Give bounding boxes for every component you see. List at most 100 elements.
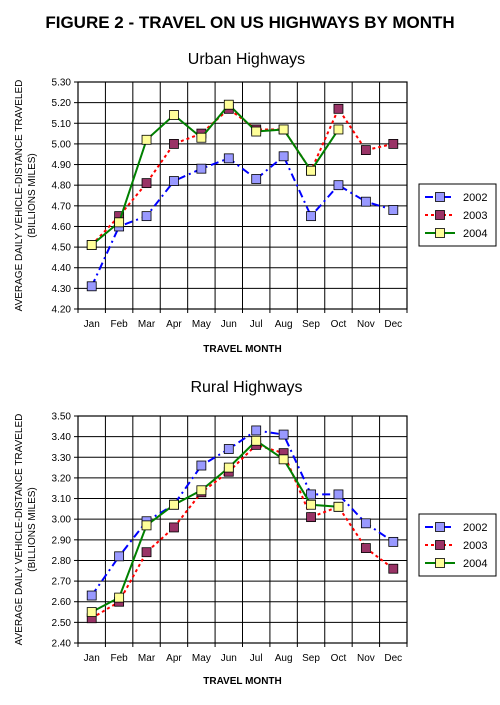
data-point-2002-sep: [306, 211, 316, 222]
data-point-2004-aug: [278, 124, 289, 135]
data-point-2004-jul: [251, 435, 262, 446]
legend-marker-2003: [435, 210, 445, 220]
y-tick-label: 4.60: [52, 222, 72, 233]
y-tick-label: 2.70: [52, 577, 72, 588]
data-point-2002-oct: [333, 489, 344, 500]
x-tick-label-sep: Sep: [302, 653, 320, 664]
x-tick-label-may: May: [192, 653, 211, 664]
x-tick-label-jun: Jun: [221, 653, 237, 664]
data-point-2003-nov: [360, 145, 371, 156]
data-point-2003-apr: [169, 139, 179, 149]
legend-marker-2002: [435, 192, 445, 202]
x-tick-label-jan: Jan: [84, 319, 100, 330]
x-tick-label-dec: Dec: [384, 653, 402, 664]
data-point-2003-dec: [388, 563, 399, 574]
y-tick-label: 3.30: [52, 453, 72, 464]
data-point-2004-jan: [86, 240, 97, 250]
series-line-2003: [90, 106, 394, 246]
data-point-2004-sep: [306, 499, 316, 510]
y-tick-label: 4.40: [52, 263, 72, 274]
data-point-2004-feb: [114, 217, 125, 228]
data-point-2004-oct: [333, 501, 344, 512]
plot-border: [77, 415, 408, 644]
data-point-2004-oct: [333, 124, 344, 135]
data-point-2002-aug: [278, 429, 289, 440]
x-tick-label-feb: Feb: [111, 653, 129, 664]
y-tick-label: 3.20: [52, 473, 72, 484]
y-tick-label: 4.50: [52, 243, 72, 254]
x-tick-label-mar: Mar: [138, 653, 156, 664]
data-point-2002-mar: [141, 211, 152, 222]
y-tick-label: 2.80: [52, 556, 72, 567]
y-axis-label: AVERAGE DAILY VEHICLE-DISTANCE TRAVELED: [14, 80, 25, 312]
data-point-2002-aug: [278, 151, 289, 162]
data-point-2002-may: [196, 163, 207, 174]
y-tick-label: 5.20: [52, 98, 72, 109]
data-point-2004-mar: [141, 134, 152, 145]
data-point-2003-oct: [333, 103, 344, 114]
urban-chart: Urban Highways 4.20 4.30 4.40 4.50 4.60 4.70 4.…: [14, 51, 497, 355]
x-tick-label-mar: Mar: [138, 319, 156, 330]
x-tick-label-may: May: [192, 319, 211, 330]
data-point-2004-feb: [114, 592, 125, 603]
chart-title: Urban Highways: [188, 51, 305, 68]
data-point-2004-may: [196, 485, 207, 496]
y-tick-label: 4.30: [52, 284, 72, 295]
y-tick-label: 5.30: [52, 78, 72, 89]
data-point-2004-jan: [86, 607, 97, 617]
chart-title: Rural Highways: [190, 379, 302, 396]
y-tick-label: 3.10: [52, 494, 72, 505]
plot-border: [77, 81, 408, 310]
y-tick-label: 4.20: [52, 305, 72, 316]
data-point-2004-sep: [306, 165, 316, 176]
y-tick-label: 3.50: [52, 412, 72, 423]
x-tick-label-jul: Jul: [250, 653, 263, 664]
x-tick-label-aug: Aug: [275, 653, 293, 664]
data-point-2002-jul: [251, 425, 262, 436]
data-point-2003-dec: [388, 139, 399, 149]
x-tick-label-apr: Apr: [166, 653, 182, 664]
data-point-2002-dec: [388, 536, 399, 547]
x-axis-label: TRAVEL MONTH: [203, 676, 282, 687]
y-tick-label: 2.40: [52, 639, 72, 650]
data-point-2002-may: [196, 460, 207, 471]
data-point-2003-mar: [141, 547, 152, 558]
data-point-2004-may: [196, 132, 207, 143]
data-point-2002-jan: [86, 590, 97, 601]
y-axis-label-units: (BILLIONS MILES): [27, 153, 38, 237]
series-line-2004: [91, 439, 339, 613]
x-tick-label-aug: Aug: [275, 319, 293, 330]
data-point-2002-feb: [114, 551, 125, 562]
data-point-2004-jun: [223, 462, 234, 473]
y-axis-label: AVERAGE DAILY VEHICLE-DISTANCE TRAVELED: [14, 414, 25, 646]
x-tick-label-oct: Oct: [331, 319, 347, 330]
series-line-2003: [91, 443, 394, 620]
y-tick-label: 4.90: [52, 160, 72, 171]
x-tick-label-oct: Oct: [331, 653, 347, 664]
data-point-2002-jun: [223, 153, 234, 164]
data-point-2003-nov: [360, 543, 371, 553]
legend-label-2002: 2002: [463, 522, 487, 534]
x-tick-label-jun: Jun: [221, 319, 237, 330]
data-point-2002-jan: [86, 281, 97, 292]
legend-label-2004: 2004: [463, 558, 487, 570]
y-tick-label: 3.00: [52, 515, 72, 526]
y-tick-label: 3.40: [52, 432, 72, 443]
data-point-2003-mar: [141, 178, 152, 189]
data-point-2004-apr: [169, 499, 179, 510]
legend-marker-2004: [435, 558, 445, 568]
data-point-2002-nov: [360, 196, 371, 207]
x-tick-label-feb: Feb: [111, 319, 129, 330]
x-tick-label-apr: Apr: [166, 319, 182, 330]
legend-label-2003: 2003: [463, 210, 487, 222]
x-axis-label: TRAVEL MONTH: [203, 344, 282, 355]
series-line-2004: [91, 103, 340, 246]
data-point-2004-aug: [278, 454, 289, 465]
y-tick-label: 5.10: [52, 119, 72, 130]
x-tick-label-jan: Jan: [84, 653, 100, 664]
data-point-2002-dec: [388, 205, 399, 215]
legend-marker-2004: [435, 228, 445, 238]
x-tick-label-nov: Nov: [357, 653, 375, 664]
